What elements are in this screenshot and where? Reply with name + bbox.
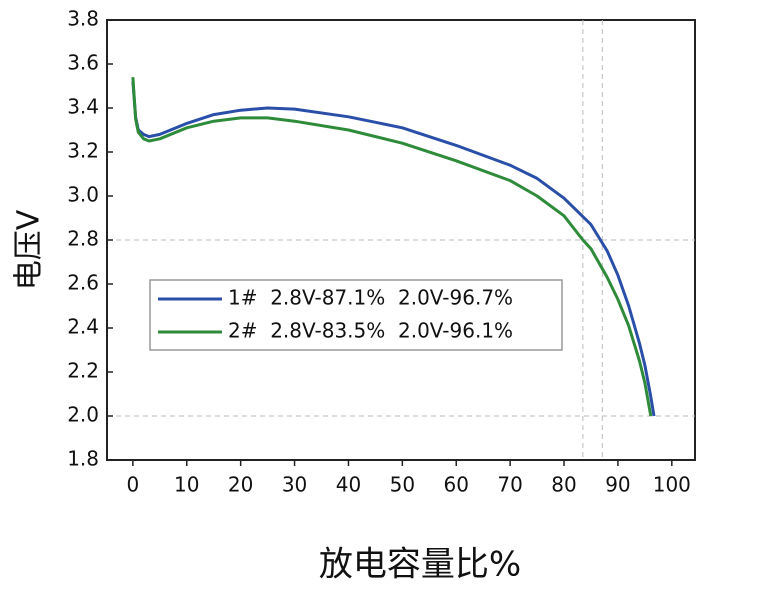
x-tick-label: 100 — [653, 473, 691, 497]
legend-box — [149, 279, 563, 351]
y-axis-label: 电压V — [12, 209, 47, 290]
x-tick-label: 30 — [282, 473, 307, 497]
x-tick-label: 40 — [336, 473, 361, 497]
x-tick-label: 80 — [551, 473, 576, 497]
y-tick-label: 3.2 — [67, 139, 99, 163]
y-tick-label: 3.4 — [67, 95, 99, 119]
y-tick-label: 2.0 — [67, 403, 99, 427]
legend-text: 1# 2.8V-87.1% 2.0V-96.7% — [228, 286, 513, 310]
x-tick-label: 70 — [497, 473, 522, 497]
y-tick-label: 2.2 — [67, 359, 99, 383]
legend-text: 2# 2.8V-83.5% 2.0V-96.1% — [228, 319, 513, 343]
x-tick-label: 50 — [390, 473, 415, 497]
x-tick-label: 10 — [174, 473, 199, 497]
y-tick-label: 2.6 — [67, 271, 99, 295]
x-tick-label: 90 — [605, 473, 630, 497]
x-tick-label: 0 — [127, 473, 140, 497]
y-tick-label: 1.8 — [67, 447, 99, 471]
y-tick-label: 3.6 — [67, 51, 99, 75]
y-tick-label: 3.0 — [67, 183, 99, 207]
y-tick-label: 2.4 — [67, 315, 99, 339]
x-axis-label: 放电容量比% — [319, 545, 521, 585]
x-tick-label: 60 — [444, 473, 469, 497]
y-tick-label: 2.8 — [67, 227, 99, 251]
series-line — [131, 81, 656, 417]
y-tick-label: 3.8 — [67, 7, 99, 31]
series-line — [131, 77, 653, 417]
x-tick-label: 20 — [228, 473, 253, 497]
